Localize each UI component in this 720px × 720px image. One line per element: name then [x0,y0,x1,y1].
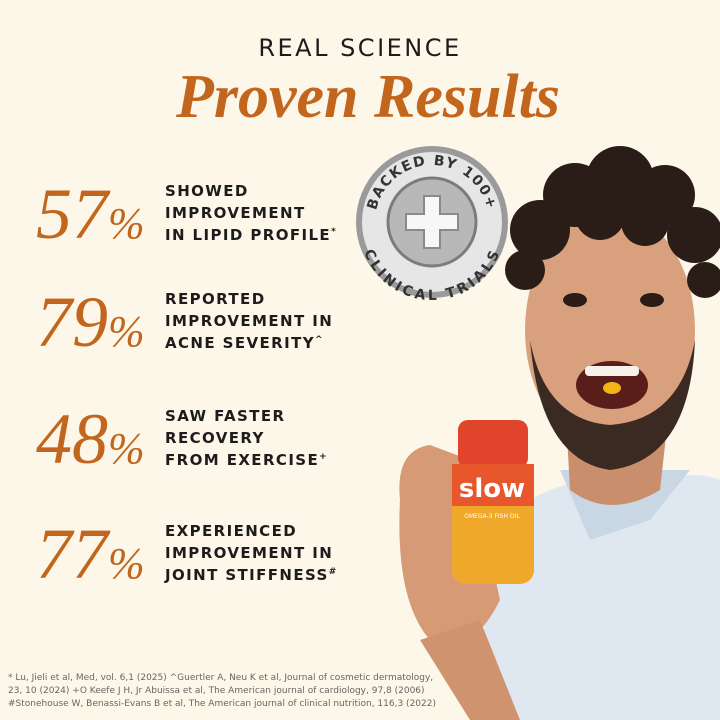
stat-symbol: % [108,424,145,473]
badge-cross [405,195,459,249]
stat-figure: 79% [36,282,145,362]
eye [563,293,587,307]
bottle: slow OMEGA-3 FISH OIL [452,420,534,584]
footnote: * Lu, Jieli et al, Med, vol. 6,1 (2025) … [8,673,433,683]
arm [420,620,520,720]
stat-note: # [329,567,338,577]
footnotes: * Lu, Jieli et al, Med, vol. 6,1 (2025) … [8,673,436,709]
face [525,210,695,450]
stat-line: SAW FASTER [165,407,285,425]
stat-symbol: % [108,307,145,356]
stat-line: SHOWED [165,182,249,200]
footnote: 23, 10 (2024) +O Keefe J H, Jr Abuissa e… [8,686,425,696]
capsule [603,382,621,394]
stat-line: REPORTED [165,290,266,308]
bottle-cap [458,420,528,468]
person [399,146,720,720]
stat-line: RECOVERY [165,429,265,447]
stat-line: FROM EXERCISE+ [165,451,328,469]
stat-note: + [319,452,328,462]
stat-figure: 48% [36,399,145,479]
hair [505,146,720,298]
stat-number: 77 [36,514,111,594]
stat-line: JOINT STIFFNESS# [164,566,338,584]
stat-note: ^ [315,335,324,345]
stat-line: IMPROVEMENT [165,204,306,222]
beard [530,340,695,470]
stat-number: 57 [36,174,111,254]
stat-line: EXPERIENCED [165,522,297,540]
title: Proven Results [175,63,560,131]
bottle-label [452,464,534,506]
stat-line: ACNE SEVERITY^ [165,334,324,352]
stat-figure: 57% [36,174,145,254]
stat-number: 48 [36,399,108,479]
stat-note: * [331,227,337,237]
teeth [585,366,639,376]
stat-symbol: % [108,199,145,248]
stat-figure: 77% [36,514,145,594]
eye [640,293,664,307]
stat-symbol: % [108,539,145,588]
stat-number: 79 [36,282,108,362]
product-subtitle: OMEGA-3 FISH OIL [464,513,520,520]
footnote: #Stonehouse W, Benassi-Evans B et al, Th… [8,699,436,709]
stat-line: IMPROVEMENT IN [165,544,333,562]
stats: 57% SHOWED IMPROVEMENT IN LIPID PROFILE* 79%… [36,174,338,594]
stat-line: IN LIPID PROFILE* [165,226,337,244]
product-brand: slow [459,474,525,504]
kicker: REAL SCIENCE [258,34,461,62]
badge: BACKED BY 100+ CLINICAL TRIALS [356,146,508,304]
stat-line: IMPROVEMENT IN [165,312,333,330]
